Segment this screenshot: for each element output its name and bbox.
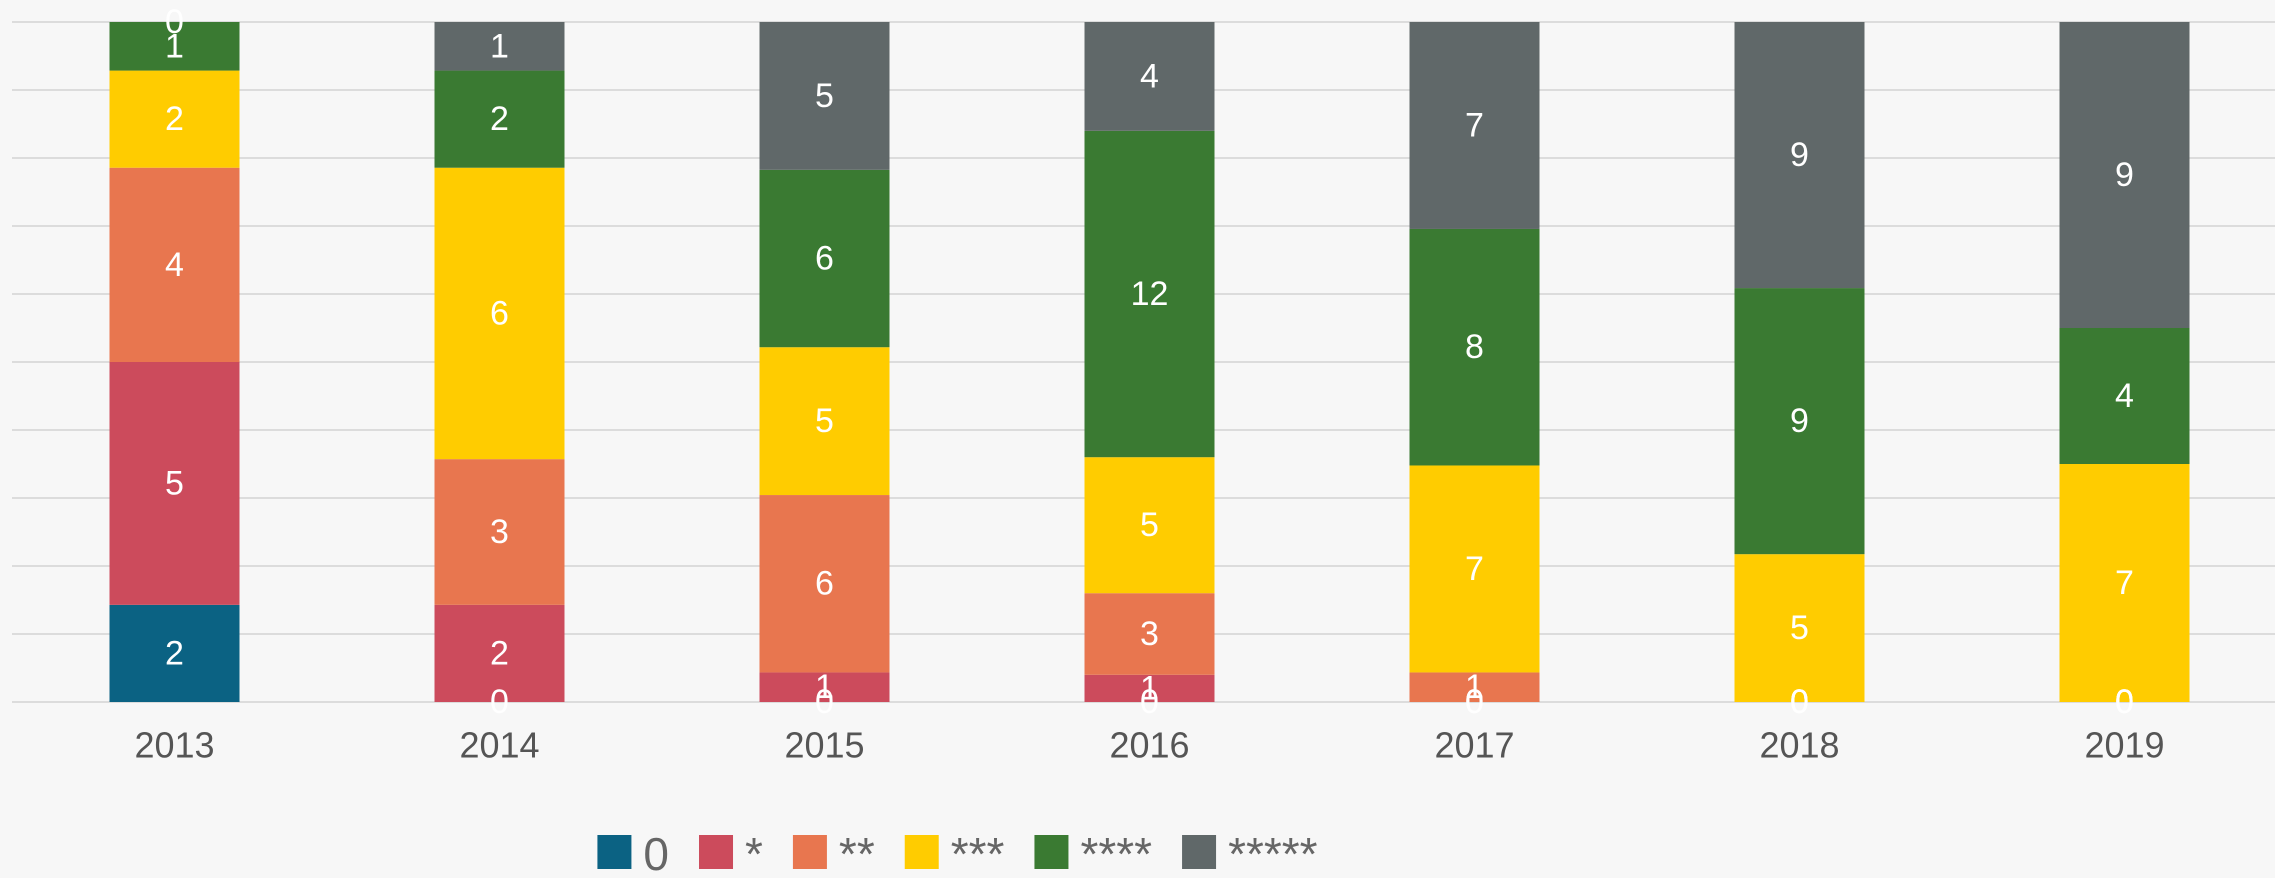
- data-label: 12: [1131, 275, 1169, 313]
- data-label: 9: [1790, 136, 1809, 174]
- data-label: 2: [490, 634, 509, 672]
- data-label: 0: [2115, 683, 2134, 721]
- bar-segment: [1084, 457, 1215, 594]
- x-tick-label: 2017: [1434, 725, 1514, 766]
- data-label: 5: [1790, 609, 1809, 647]
- bar-segment: [109, 70, 240, 168]
- bar-segment: [1734, 288, 1865, 555]
- bar-segment: [1084, 22, 1215, 131]
- data-label: 0: [1465, 683, 1484, 721]
- data-label: 4: [1140, 57, 1159, 95]
- bar-segment: [1084, 593, 1215, 675]
- data-label: 5: [815, 77, 834, 115]
- x-tick-label: 2016: [1109, 725, 1189, 766]
- data-label: 5: [165, 464, 184, 502]
- data-label: 2: [165, 634, 184, 672]
- data-label: 1: [1465, 668, 1484, 706]
- data-label: 9: [1790, 402, 1809, 440]
- data-label: 6: [815, 565, 834, 603]
- data-label: 3: [1140, 615, 1159, 653]
- data-label: 5: [1140, 506, 1159, 544]
- legend-swatch: [1182, 835, 1217, 869]
- legend-swatch: [792, 835, 827, 869]
- data-label: 8: [1465, 328, 1484, 366]
- bar-segment: [1409, 672, 1540, 702]
- data-label: 0: [1140, 683, 1159, 721]
- data-label: 0: [815, 683, 834, 721]
- bar-segment: [1734, 22, 1865, 289]
- bar-segment: [1084, 130, 1215, 458]
- data-label: 0: [1790, 683, 1809, 721]
- data-label: 0: [490, 683, 509, 721]
- data-label: 1: [165, 27, 184, 65]
- bar-segment: [759, 347, 890, 496]
- bar-segment: [434, 70, 565, 168]
- bar-segment: [434, 459, 565, 605]
- legend-label: ****: [1080, 828, 1152, 878]
- legend-label: 0: [643, 828, 669, 878]
- data-label: 1: [1140, 669, 1159, 707]
- data-label: 0: [2115, 683, 2134, 721]
- bar-segment: [759, 495, 890, 673]
- bar-segment: [434, 167, 565, 460]
- bar-segment: [759, 22, 890, 170]
- x-tick-label: 2014: [459, 725, 539, 766]
- data-label: 7: [1465, 106, 1484, 144]
- legend-swatch: [597, 835, 632, 869]
- data-label: 7: [1465, 550, 1484, 588]
- bar-segment: [2059, 464, 2190, 702]
- data-label: 4: [2115, 377, 2134, 415]
- bar-segment: [759, 672, 890, 702]
- legend-label: ***: [951, 828, 1005, 878]
- data-label: 0: [1465, 683, 1484, 721]
- data-label: 0: [165, 3, 184, 41]
- legend-swatch: [699, 835, 734, 869]
- data-label: 2: [490, 100, 509, 138]
- data-label: 6: [490, 294, 509, 332]
- bar-segment: [109, 362, 240, 605]
- data-label: 2: [165, 100, 184, 138]
- bar-segment: [1734, 554, 1865, 702]
- data-label: 0: [1790, 683, 1809, 721]
- data-label: 1: [815, 668, 834, 706]
- x-tick-label: 2018: [1759, 725, 1839, 766]
- bar-segment: [109, 22, 240, 71]
- legend-label: *****: [1228, 828, 1318, 878]
- data-label: 4: [165, 246, 184, 284]
- data-label: 0: [1790, 683, 1809, 721]
- legend-label: *: [745, 828, 763, 878]
- x-tick-label: 2013: [134, 725, 214, 766]
- legend-swatch: [1034, 835, 1069, 869]
- data-label: 3: [490, 513, 509, 551]
- data-label: 9: [2115, 156, 2134, 194]
- bar-segment: [2059, 328, 2190, 464]
- data-label: 1: [490, 27, 509, 65]
- bar-segment: [109, 604, 240, 702]
- bar-segment: [2059, 22, 2190, 328]
- legend-swatch: [904, 835, 939, 869]
- data-label: 6: [815, 240, 834, 278]
- bar-segment: [1409, 228, 1540, 466]
- bar-segment: [1409, 465, 1540, 673]
- legend-label: **: [839, 828, 875, 878]
- bar-segment: [434, 604, 565, 702]
- bar-segment: [1084, 674, 1215, 702]
- x-tick-label: 2019: [2084, 725, 2164, 766]
- bar-segment: [1409, 22, 1540, 229]
- bar-segment: [434, 22, 565, 71]
- bar-segment: [109, 167, 240, 362]
- bar-segment: [759, 169, 890, 348]
- data-label: 7: [2115, 564, 2134, 602]
- data-label: 5: [815, 402, 834, 440]
- data-label: 0: [2115, 683, 2134, 721]
- x-tick-label: 2015: [784, 725, 864, 766]
